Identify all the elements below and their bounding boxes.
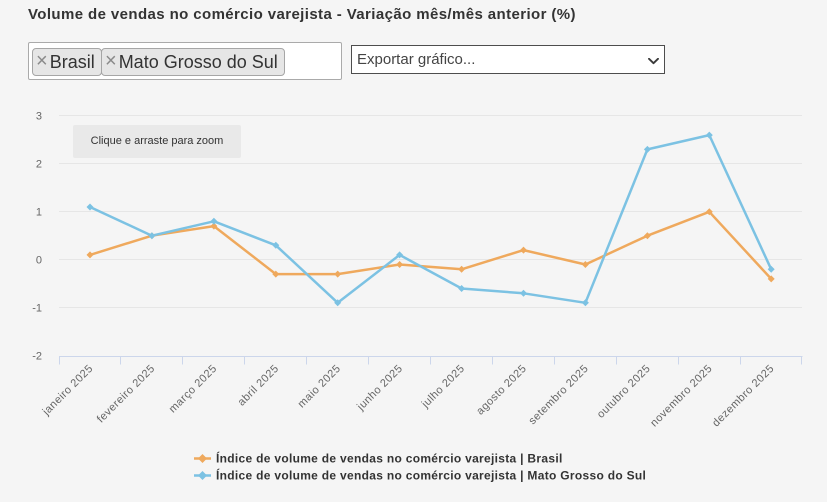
svg-text:abril 2025: abril 2025	[236, 363, 282, 409]
svg-text:agosto 2025: agosto 2025	[474, 363, 529, 418]
svg-text:maio 2025: maio 2025	[296, 363, 344, 411]
svg-text:0: 0	[36, 255, 42, 267]
svg-text:dezembro 2025: dezembro 2025	[710, 363, 777, 430]
svg-text:julho 2025: julho 2025	[419, 363, 467, 411]
svg-text:1: 1	[36, 207, 42, 219]
svg-text:Índice de volume de vendas no: Índice de volume de vendas no comércio v…	[216, 468, 646, 483]
svg-text:junho 2025: junho 2025	[354, 363, 405, 414]
svg-text:setembro 2025: setembro 2025	[527, 363, 592, 428]
svg-text:outubro 2025: outubro 2025	[595, 363, 653, 421]
svg-text:novembro 2025: novembro 2025	[648, 363, 715, 430]
svg-text:-2: -2	[32, 351, 42, 363]
svg-text:janeiro 2025: janeiro 2025	[40, 363, 96, 419]
svg-text:2: 2	[36, 159, 42, 171]
svg-text:fevereiro 2025: fevereiro 2025	[95, 363, 158, 426]
svg-text:março 2025: março 2025	[167, 363, 220, 416]
svg-text:Índice de volume de vendas no: Índice de volume de vendas no comércio v…	[216, 451, 563, 466]
svg-text:3: 3	[36, 111, 42, 123]
svg-text:-1: -1	[32, 303, 42, 315]
